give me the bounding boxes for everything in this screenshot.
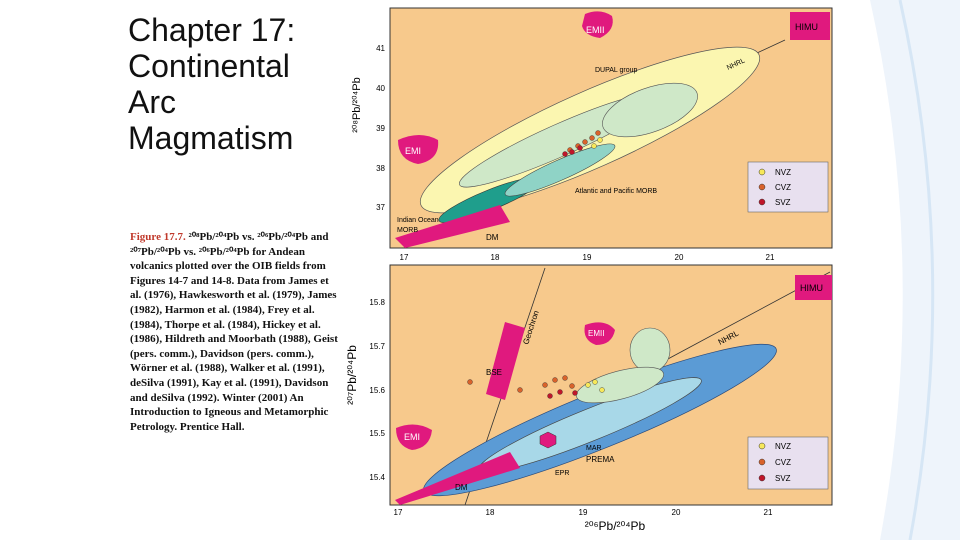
field-label: EMII — [588, 329, 604, 338]
field-label: HIMU — [795, 22, 818, 32]
legend-label: CVZ — [775, 183, 791, 192]
title-line: Chapter 17: — [128, 12, 296, 48]
field-label: MORB — [397, 227, 418, 234]
legend-label: SVZ — [775, 198, 791, 207]
y-tick-label: 15.8 — [369, 298, 385, 307]
data-points — [562, 130, 603, 157]
x-tick-label: 18 — [486, 508, 495, 517]
y-tick-label: 15.5 — [369, 429, 385, 438]
x-tick-label: 18 — [491, 253, 500, 262]
top-panel: NVZ CVZ SVZ EMII HIMU DUPAL group NHRL E… — [351, 7, 833, 262]
field-label: EPR — [555, 470, 569, 477]
background-curve — [898, 0, 935, 540]
legend-marker — [758, 168, 766, 176]
himu-field — [795, 275, 832, 300]
field-label: EMII — [586, 25, 605, 35]
caption-text: ²⁰⁸Pb/²⁰⁴Pb vs. ²⁰⁶Pb/²⁰⁴Pb and ²⁰⁷Pb/²⁰… — [130, 231, 338, 433]
field-label: EMI — [405, 146, 421, 156]
y-tick-label: 15.7 — [369, 342, 385, 351]
x-tick-label: 19 — [579, 508, 588, 517]
field-label: BSE — [486, 368, 502, 377]
caption-label: Figure 17.7. — [130, 231, 186, 243]
y-tick-label: 38 — [376, 164, 385, 173]
y-tick-label: 15.4 — [369, 473, 385, 482]
legend-marker — [758, 474, 766, 482]
x-tick-label: 19 — [583, 253, 592, 262]
emi-field — [398, 135, 439, 164]
data-points — [467, 375, 605, 399]
field-label: PREMA — [586, 455, 615, 464]
slide-title: Chapter 17: Continental Arc Magmatism — [128, 12, 295, 156]
legend-label: NVZ — [775, 442, 791, 451]
field-label: EMI — [404, 432, 420, 442]
legend-marker — [758, 198, 766, 206]
emi-field — [396, 424, 432, 450]
legend-label: NVZ — [775, 168, 791, 177]
field-label: DM — [486, 233, 499, 242]
y-axis-label: ²⁰⁸Pb/²⁰⁴Pb — [351, 77, 363, 132]
y-tick-label: 15.6 — [369, 386, 385, 395]
title-line: Magmatism — [128, 120, 294, 156]
field — [576, 366, 664, 404]
field-label: MAR — [586, 445, 602, 452]
x-tick-label: 21 — [764, 508, 773, 517]
y-tick-label: 39 — [376, 124, 385, 133]
emii-field — [582, 11, 613, 38]
x-tick-label: 20 — [672, 508, 681, 517]
x-tick-label: 17 — [394, 508, 403, 517]
legend-label: SVZ — [775, 474, 791, 483]
prema-marker — [539, 431, 557, 449]
bottom-panel: NVZ CVZ SVZ HIMU Geochron EMII NHRL BSE … — [345, 264, 833, 533]
field — [629, 327, 671, 373]
legend-label: CVZ — [775, 458, 791, 467]
x-tick-label: 20 — [675, 253, 684, 262]
himu-field — [790, 12, 830, 40]
background-swoosh — [870, 0, 960, 540]
legend-marker — [758, 458, 766, 466]
field-label: DM — [455, 483, 468, 492]
y-tick-label: 37 — [376, 203, 385, 212]
figure-caption: Figure 17.7. ²⁰⁸Pb/²⁰⁴Pb vs. ²⁰⁶Pb/²⁰⁴Pb… — [130, 230, 340, 434]
emii-field — [584, 322, 615, 345]
y-axis-label: ²⁰⁷Pb/²⁰⁴Pb — [345, 345, 359, 405]
legend-marker — [758, 183, 766, 191]
y-tick-label: 40 — [376, 84, 385, 93]
bse-field — [486, 322, 525, 400]
dm-field — [395, 452, 520, 505]
field — [602, 82, 698, 138]
x-axis-label: ²⁰⁶Pb/²⁰⁴Pb — [585, 519, 646, 533]
x-tick-label: 17 — [400, 253, 409, 262]
field-label: Atlantic and Pacific MORB — [575, 188, 657, 195]
legend-marker — [758, 442, 766, 450]
x-tick-label: 21 — [766, 253, 775, 262]
dm-field — [395, 205, 510, 248]
field-label: HIMU — [800, 283, 823, 293]
field — [504, 143, 616, 197]
field-label: DUPAL group — [595, 67, 638, 74]
y-tick-label: 41 — [376, 44, 385, 53]
field-label: Indian Ocean — [397, 217, 439, 224]
title-line: Arc — [128, 84, 176, 120]
title-line: Continental — [128, 48, 290, 84]
